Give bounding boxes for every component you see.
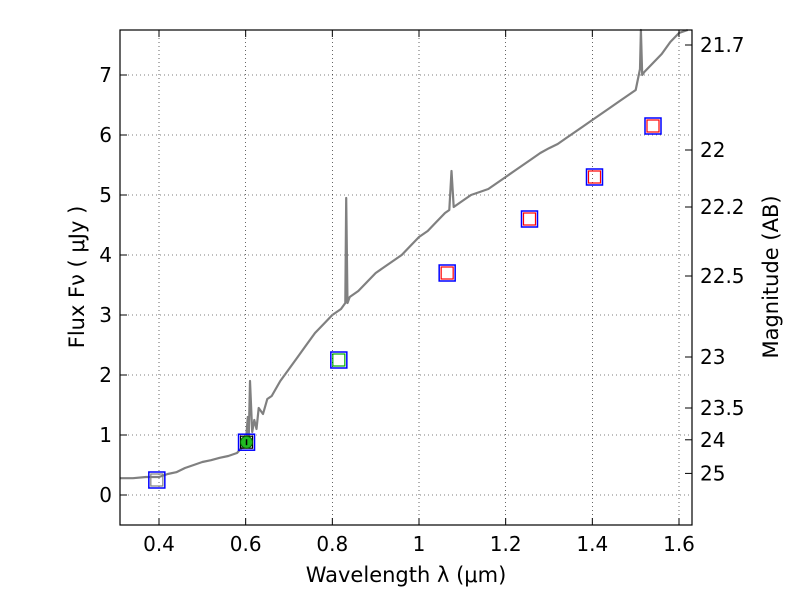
y2-tick-label: 24 xyxy=(700,428,725,452)
y-tick-label: 2 xyxy=(99,363,112,387)
y2-tick-label: 22 xyxy=(700,138,725,162)
x-axis-title: Wavelength λ (μm) xyxy=(306,563,507,587)
y-tick-label: 7 xyxy=(99,63,112,87)
y2-axis-title: Magnitude (AB) xyxy=(759,195,783,358)
y-tick-label: 1 xyxy=(99,423,112,447)
model-square-marker xyxy=(646,119,660,133)
photometry-square-marker xyxy=(585,168,604,186)
plot-frame xyxy=(119,29,693,526)
photometry-square-marker xyxy=(644,117,662,135)
x-tick-label: 0.8 xyxy=(316,532,348,556)
y-tick-label: 3 xyxy=(99,303,112,327)
y2-tick-label: 21.7 xyxy=(700,33,745,57)
x-tick-label: 1.6 xyxy=(663,532,695,556)
y-tick-label: 6 xyxy=(99,123,112,147)
y-tick-label: 5 xyxy=(99,183,112,207)
y2-tick-label: 22.5 xyxy=(700,264,745,288)
y-tick-label: 0 xyxy=(99,483,112,507)
axis-ticks: 0.4 0.6 0.8 1 1.2 1.4 1.60123456721.72222.222.… xyxy=(99,30,745,556)
model-square-marker xyxy=(587,170,602,184)
photometry-markers xyxy=(148,117,662,489)
x-tick-label: 0.6 xyxy=(230,532,262,556)
grid-lines xyxy=(120,30,692,525)
y2-tick-label: 25 xyxy=(700,461,725,485)
photometry-square-marker xyxy=(520,210,539,228)
y-tick-label: 4 xyxy=(99,243,112,267)
photometry-square-marker xyxy=(330,351,348,369)
model-square-marker xyxy=(522,212,537,226)
y2-tick-label: 22.2 xyxy=(700,195,745,219)
x-tick-label: 0.4 xyxy=(143,532,175,556)
model-square-marker xyxy=(150,473,164,487)
x-tick-label: 1.4 xyxy=(576,532,608,556)
y-axis-title: Flux Fν ( μJy ) xyxy=(65,206,89,349)
y2-tick-label: 23 xyxy=(700,345,725,369)
photometry-square-marker xyxy=(438,264,456,282)
photometry-square-marker xyxy=(237,433,256,451)
x-tick-label: 1.2 xyxy=(490,532,522,556)
y2-tick-label: 23.5 xyxy=(700,396,745,420)
photometry-square-marker xyxy=(148,471,166,489)
x-tick-label: 1 xyxy=(413,532,426,556)
model-square-marker xyxy=(332,353,346,367)
plot-background xyxy=(120,30,692,525)
model-square-marker xyxy=(440,266,454,280)
